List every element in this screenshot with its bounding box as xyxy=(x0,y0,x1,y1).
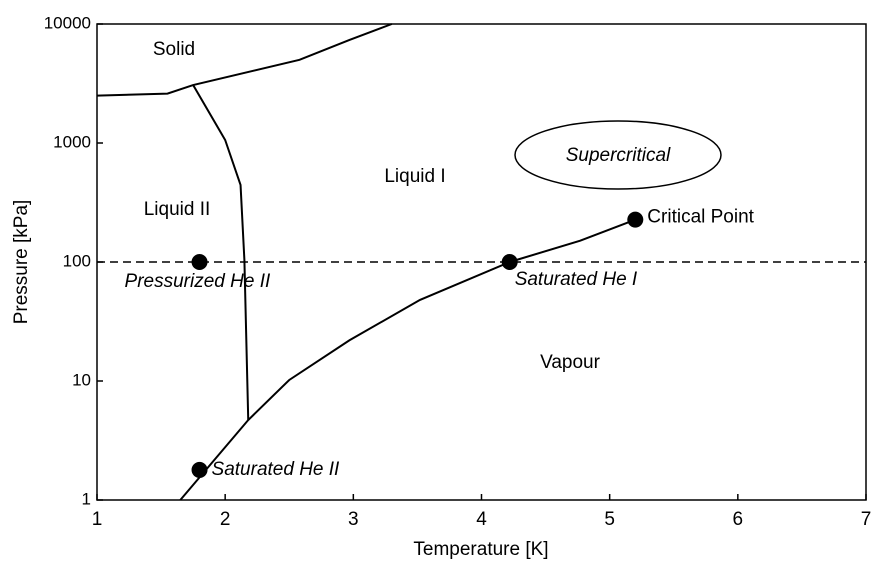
point-label: Pressurized He II xyxy=(125,271,271,292)
y-tick-label: 1 xyxy=(82,489,91,508)
x-tick-label: 4 xyxy=(476,509,487,530)
phase-boundary xyxy=(96,23,393,97)
x-tick-label: 6 xyxy=(733,509,744,530)
point-label: Saturated He II xyxy=(212,459,341,480)
x-axis-label: Temperature [K] xyxy=(413,539,548,560)
region-label: Supercritical xyxy=(566,145,671,166)
region-label: Vapour xyxy=(540,352,601,373)
point xyxy=(191,254,208,270)
point xyxy=(627,211,644,228)
x-tick-label: 1 xyxy=(92,509,103,530)
x-tick-label: 7 xyxy=(861,509,872,530)
x-tick-label: 2 xyxy=(220,509,231,530)
x-tick-label: 3 xyxy=(348,509,359,530)
region-label: Liquid II xyxy=(144,199,211,220)
point-label: Critical Point xyxy=(647,207,754,228)
point-label: Saturated He I xyxy=(515,269,638,290)
x-tick-label: 5 xyxy=(604,509,615,530)
supercritical-outline xyxy=(514,120,722,190)
region-label: Solid xyxy=(153,39,195,60)
y-axis-label: Pressure [kPa] xyxy=(11,200,32,325)
y-tick-label: 100 xyxy=(63,251,91,270)
y-tick-label: 10000 xyxy=(44,13,91,32)
phase-boundary xyxy=(192,84,250,421)
point xyxy=(191,461,208,478)
point xyxy=(501,254,518,270)
y-tick-label: 10 xyxy=(72,370,91,389)
phase-boundary xyxy=(179,218,636,501)
y-tick-label: 1000 xyxy=(53,132,91,151)
region-label: Liquid I xyxy=(384,166,445,187)
